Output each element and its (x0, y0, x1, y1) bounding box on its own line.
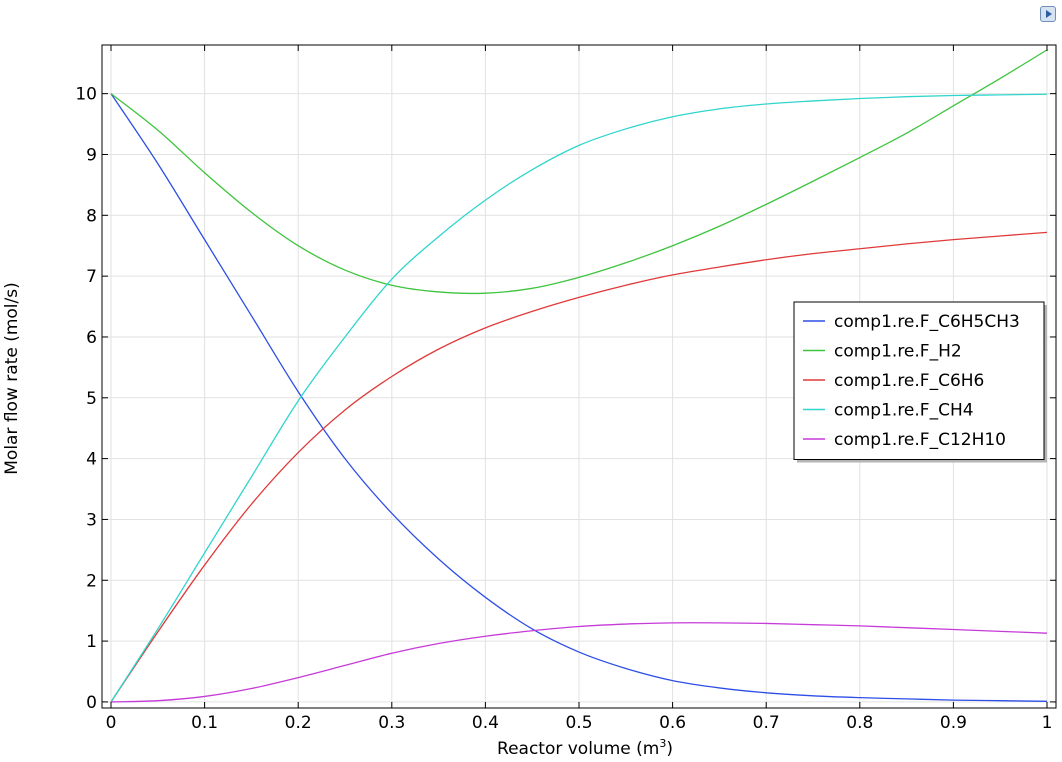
x-tick-label: 0.2 (285, 713, 312, 733)
y-tick-label: 6 (86, 328, 97, 348)
x-axis: 0 0.1 0.2 0.3 0.4 0.5 0.6 0.7 0.8 0.9 1 (106, 45, 1053, 733)
x-tick-label: 0 (106, 713, 117, 733)
x-tick-label: 0.4 (472, 713, 499, 733)
y-tick-label: 0 (86, 693, 97, 713)
x-tick-label: 0.9 (940, 713, 967, 733)
series-line (110, 93, 1048, 702)
x-tick-label: 0.5 (565, 713, 592, 733)
legend-entry: comp1.re.F_CH4 (834, 401, 974, 421)
legend-entry: comp1.re.F_H2 (834, 342, 962, 362)
x-tick-label: 0.1 (191, 713, 218, 733)
y-tick-label: 5 (86, 389, 97, 409)
x-tick-label: 1 (1042, 713, 1053, 733)
grid (102, 45, 1056, 708)
y-tick-label: 10 (75, 85, 97, 105)
legend-box (793, 301, 1045, 460)
legend-entry: comp1.re.F_C6H5CH3 (834, 312, 1020, 332)
y-tick-label: 2 (86, 571, 97, 591)
series-group (110, 49, 1048, 703)
play-icon[interactable] (1040, 6, 1056, 22)
x-tick-label: 0.3 (378, 713, 405, 733)
series-line (110, 231, 1048, 703)
series-line (110, 622, 1048, 703)
y-axis-title: Molar flow rate (mol/s) (2, 282, 22, 475)
x-tick-label: 0.7 (753, 713, 780, 733)
y-tick-label: 3 (86, 510, 97, 530)
y-axis: 0 1 2 3 4 5 6 7 8 9 10 (75, 85, 1056, 713)
legend: comp1.re.F_C6H5CH3 comp1.re.F_H2 comp1.re.… (793, 301, 1047, 463)
legend-entry: comp1.re.F_C6H6 (834, 371, 984, 391)
y-tick-label: 1 (86, 632, 97, 652)
y-tick-label: 7 (86, 267, 97, 287)
y-tick-label: 4 (86, 450, 97, 470)
x-tick-label: 0.8 (846, 713, 873, 733)
x-tick-label: 0.6 (659, 713, 686, 733)
y-tick-label: 9 (86, 145, 97, 165)
legend-entry: comp1.re.F_C12H10 (834, 430, 1006, 450)
series-line (110, 49, 1048, 295)
x-axis-title: Reactor volume (m3) (497, 737, 673, 759)
y-tick-label: 8 (86, 206, 97, 226)
series-line (110, 93, 1048, 703)
